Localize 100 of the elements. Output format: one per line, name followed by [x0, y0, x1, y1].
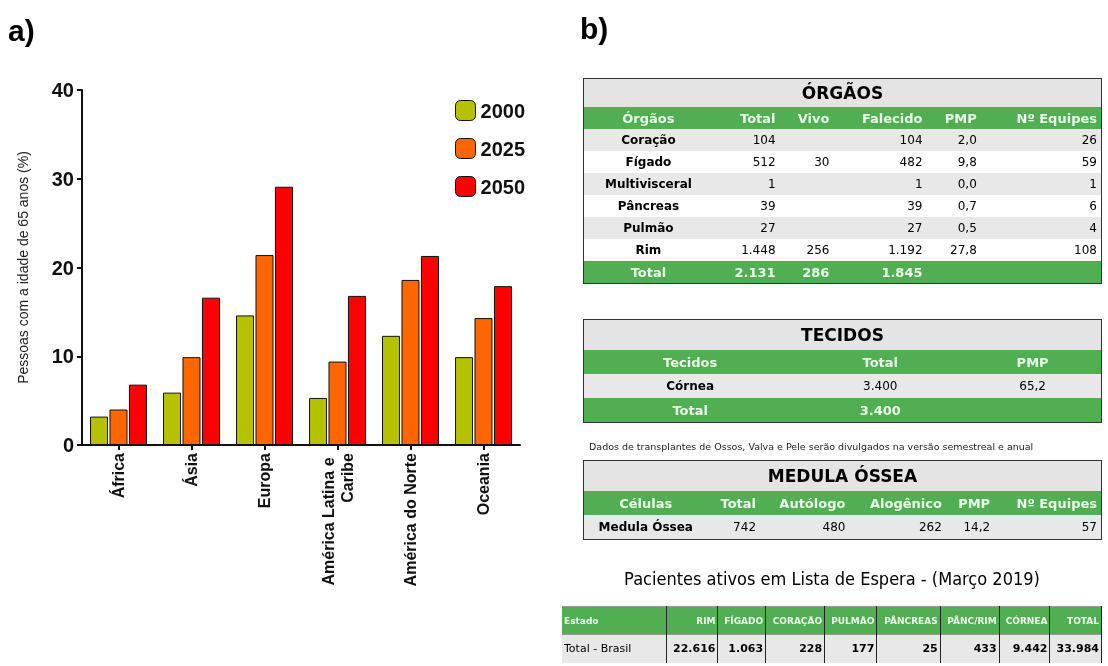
y-tick-label: 10 [51, 345, 74, 368]
category-label: Total [739, 109, 777, 128]
category-label: CÓRNEA [999, 606, 1050, 635]
legend-label: 2025 [480, 137, 526, 160]
text: 6 [1089, 199, 1097, 213]
y-tick-label: 20 [51, 256, 74, 279]
text: 27,8 [950, 243, 977, 257]
text: 9.442 [1012, 642, 1048, 656]
text: Dados de transplantes de Ossos, Valva e Pele serão divulgados na versão semestreal e anual [589, 441, 1034, 452]
category-label: Órgãos [621, 109, 676, 128]
text: 482 [899, 155, 923, 169]
category-label: Total [672, 402, 708, 418]
category-label: Fígado [625, 155, 672, 169]
text: 286 [802, 264, 830, 280]
text: 228 [799, 642, 823, 656]
text: 1 [1089, 177, 1097, 191]
category-label: Pulmão [623, 221, 674, 235]
text: 3.400 [863, 379, 898, 393]
category-label: Total [630, 264, 667, 280]
text: 30 [814, 155, 830, 169]
category-label: Coração [621, 133, 676, 147]
text: TECIDOS [584, 320, 1101, 350]
category-label: Multivisceral [604, 177, 692, 191]
category-label: Nº Equipes [1015, 109, 1098, 128]
text: 1 [767, 177, 776, 191]
category-label: Alogênico [868, 494, 943, 513]
x-tick-label: Ásia [182, 452, 200, 487]
text: 3.400 [859, 402, 901, 418]
text: 22.616 [673, 642, 716, 656]
category-label: PÂNCREAS [876, 606, 941, 635]
text: 1.845 [881, 264, 923, 280]
category-label: CORAÇÃO [765, 606, 825, 635]
text: 177 [851, 642, 875, 656]
text: 39 [760, 199, 776, 213]
text: 108 [1074, 243, 1097, 257]
text: 27 [907, 221, 923, 235]
category-label: PMP [957, 494, 992, 513]
text: MEDULA ÓSSEA [584, 461, 1101, 491]
category-label: Pâncreas [617, 199, 680, 213]
category-label: Tecidos [662, 353, 719, 372]
text: 9,8 [957, 155, 977, 169]
y-axis-title: Pessoas com a idade de 65 anos (%) [15, 151, 31, 384]
text: ÓRGÃOS [584, 79, 1101, 107]
text: a) [8, 14, 35, 48]
text: 14,2 [963, 520, 991, 534]
text: 27 [760, 221, 776, 235]
text: 512 [752, 155, 776, 169]
category-label: PMP [1015, 353, 1050, 372]
category-label: Total [861, 353, 900, 372]
category-label: PULMÃO [824, 606, 877, 635]
text: 1.448 [741, 243, 776, 257]
category-label: Nº Equipes [1015, 494, 1098, 513]
text: 1.192 [888, 243, 923, 257]
category-label: Córnea [666, 379, 715, 393]
text: 480 [822, 520, 846, 534]
text: 25 [922, 642, 938, 656]
text: 4 [1089, 221, 1097, 235]
category-label: Estado [562, 606, 667, 635]
y-tick-label: 40 [51, 79, 74, 101]
category-label: Medula Óssea [598, 520, 693, 534]
x-tick-label: África [109, 452, 127, 499]
text: 39 [907, 199, 923, 213]
text: 2,0 [957, 133, 977, 147]
category-label: Células [618, 494, 674, 513]
text: 742 [733, 520, 757, 534]
category-label: Total [719, 494, 757, 513]
text: 262 [918, 520, 942, 534]
text: 59 [1081, 155, 1097, 169]
text: 104 [899, 133, 923, 147]
text: 1.063 [728, 642, 764, 656]
category-label: FÍGADO [717, 606, 766, 635]
x-tick-label: América do Norte [402, 452, 419, 587]
category-label: TOTAL [1049, 606, 1102, 635]
text: 104 [752, 133, 776, 147]
category-label: Total - Brasil [564, 642, 632, 656]
y-tick-label: 30 [51, 167, 74, 190]
x-tick-label: Europa [256, 452, 273, 509]
text: 433 [973, 642, 997, 656]
text: 0,7 [957, 199, 977, 213]
text: 0,5 [957, 221, 977, 235]
category-label: Falecido [860, 109, 924, 128]
legend-label: 2050 [480, 175, 526, 198]
category-label: PMP [943, 109, 978, 128]
category-label: RIM [666, 606, 718, 635]
text: Pacientes ativos em Lista de Espera - (Março 2019) [623, 568, 1041, 589]
text: 2.131 [734, 264, 776, 280]
x-tick-label: Oceania [475, 452, 492, 516]
category-label: Autólogo [778, 494, 847, 513]
text: 65,2 [1019, 379, 1046, 393]
text: 0,0 [957, 177, 977, 191]
text: 1 [914, 177, 923, 191]
category-label: Vivo [796, 109, 831, 128]
x-tick-label: América Latina e Caribe [319, 452, 356, 586]
text: 57 [1081, 520, 1097, 534]
category-label: Rim [635, 243, 662, 257]
text: 33.984 [1056, 642, 1099, 656]
text: b) [580, 12, 609, 46]
y-tick-label: 0 [62, 434, 74, 456]
category-label: PÂNC/RIM [940, 606, 1000, 635]
text: 256 [806, 243, 830, 257]
